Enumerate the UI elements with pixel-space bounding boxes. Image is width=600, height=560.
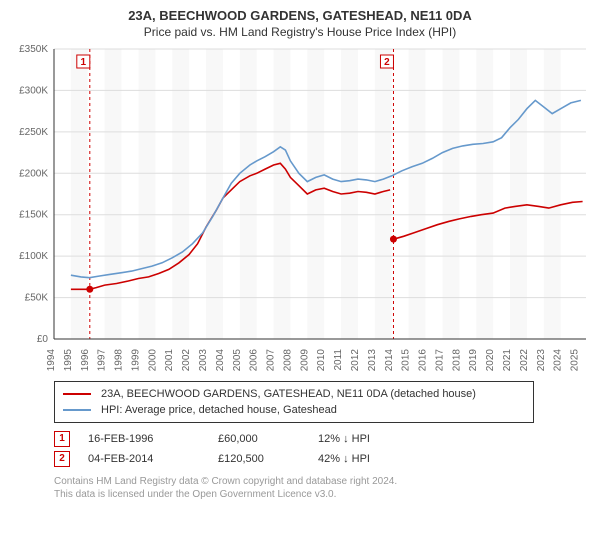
sale-data-row: 1 16-FEB-1996 £60,000 12% ↓ HPI — [54, 429, 590, 449]
svg-text:£0: £0 — [37, 334, 49, 345]
sale-vs-hpi: 12% ↓ HPI — [318, 429, 448, 449]
footnote: Contains HM Land Registry data © Crown c… — [54, 475, 590, 501]
chart-title-subtitle: Price paid vs. HM Land Registry's House … — [10, 25, 590, 39]
svg-text:£150K: £150K — [19, 210, 48, 221]
event-marker-icon: 2 — [54, 451, 70, 467]
sale-date: 04-FEB-2014 — [88, 449, 218, 469]
svg-text:2008: 2008 — [282, 349, 293, 372]
svg-text:1999: 1999 — [130, 349, 141, 372]
svg-text:2018: 2018 — [451, 349, 462, 372]
sale-vs-hpi: 42% ↓ HPI — [318, 449, 448, 469]
sale-data-rows: 1 16-FEB-1996 £60,000 12% ↓ HPI 2 04-FEB… — [54, 429, 590, 469]
svg-text:2003: 2003 — [198, 349, 209, 372]
svg-text:1998: 1998 — [114, 349, 125, 372]
svg-text:2021: 2021 — [502, 349, 513, 372]
legend-label: 23A, BEECHWOOD GARDENS, GATESHEAD, NE11 … — [101, 386, 476, 402]
svg-text:2025: 2025 — [570, 349, 581, 372]
price-chart: £0 £50K £100K £150K £200K £250K £300K £350K 1 2 19… — [10, 43, 590, 373]
svg-text:£50K: £50K — [25, 293, 49, 304]
chart-title-address: 23A, BEECHWOOD GARDENS, GATESHEAD, NE11 … — [10, 8, 590, 23]
sale-price: £120,500 — [218, 449, 318, 469]
svg-text:2024: 2024 — [553, 349, 564, 372]
svg-text:1997: 1997 — [97, 349, 108, 372]
svg-text:2005: 2005 — [232, 349, 243, 372]
svg-text:1994: 1994 — [46, 349, 57, 372]
svg-text:2013: 2013 — [367, 349, 378, 372]
svg-text:£250K: £250K — [19, 127, 48, 138]
svg-text:2015: 2015 — [401, 349, 412, 372]
svg-text:2022: 2022 — [519, 349, 530, 372]
legend-row: 23A, BEECHWOOD GARDENS, GATESHEAD, NE11 … — [63, 386, 525, 402]
svg-text:2004: 2004 — [215, 349, 226, 372]
svg-text:2007: 2007 — [266, 349, 277, 372]
sale-data-row: 2 04-FEB-2014 £120,500 42% ↓ HPI — [54, 449, 590, 469]
svg-text:2010: 2010 — [316, 349, 327, 372]
footnote-line: Contains HM Land Registry data © Crown c… — [54, 475, 590, 488]
svg-text:2: 2 — [384, 57, 390, 68]
svg-text:2017: 2017 — [434, 349, 445, 372]
svg-text:£350K: £350K — [19, 44, 48, 55]
svg-text:2016: 2016 — [418, 349, 429, 372]
legend-label: HPI: Average price, detached house, Gate… — [101, 402, 337, 418]
svg-text:2000: 2000 — [147, 349, 158, 372]
svg-text:2019: 2019 — [468, 349, 479, 372]
svg-text:2014: 2014 — [384, 349, 395, 372]
svg-text:2012: 2012 — [350, 349, 361, 372]
legend-box: 23A, BEECHWOOD GARDENS, GATESHEAD, NE11 … — [54, 381, 534, 423]
legend-row: HPI: Average price, detached house, Gate… — [63, 402, 525, 418]
svg-text:2011: 2011 — [333, 349, 344, 371]
svg-text:1996: 1996 — [80, 349, 91, 372]
svg-text:£200K: £200K — [19, 168, 48, 179]
footnote-line: This data is licensed under the Open Gov… — [54, 488, 590, 501]
svg-text:£300K: £300K — [19, 85, 48, 96]
svg-text:1995: 1995 — [63, 349, 74, 372]
event-marker-icon: 1 — [54, 431, 70, 447]
svg-text:1: 1 — [81, 57, 87, 68]
svg-text:£100K: £100K — [19, 251, 48, 262]
legend-swatch — [63, 393, 91, 395]
svg-text:2002: 2002 — [181, 349, 192, 372]
svg-text:2006: 2006 — [249, 349, 260, 372]
svg-text:2009: 2009 — [299, 349, 310, 372]
svg-text:2020: 2020 — [485, 349, 496, 372]
svg-text:2001: 2001 — [164, 349, 175, 372]
sale-date: 16-FEB-1996 — [88, 429, 218, 449]
legend-swatch — [63, 409, 91, 411]
svg-text:2023: 2023 — [536, 349, 547, 372]
sale-price: £60,000 — [218, 429, 318, 449]
